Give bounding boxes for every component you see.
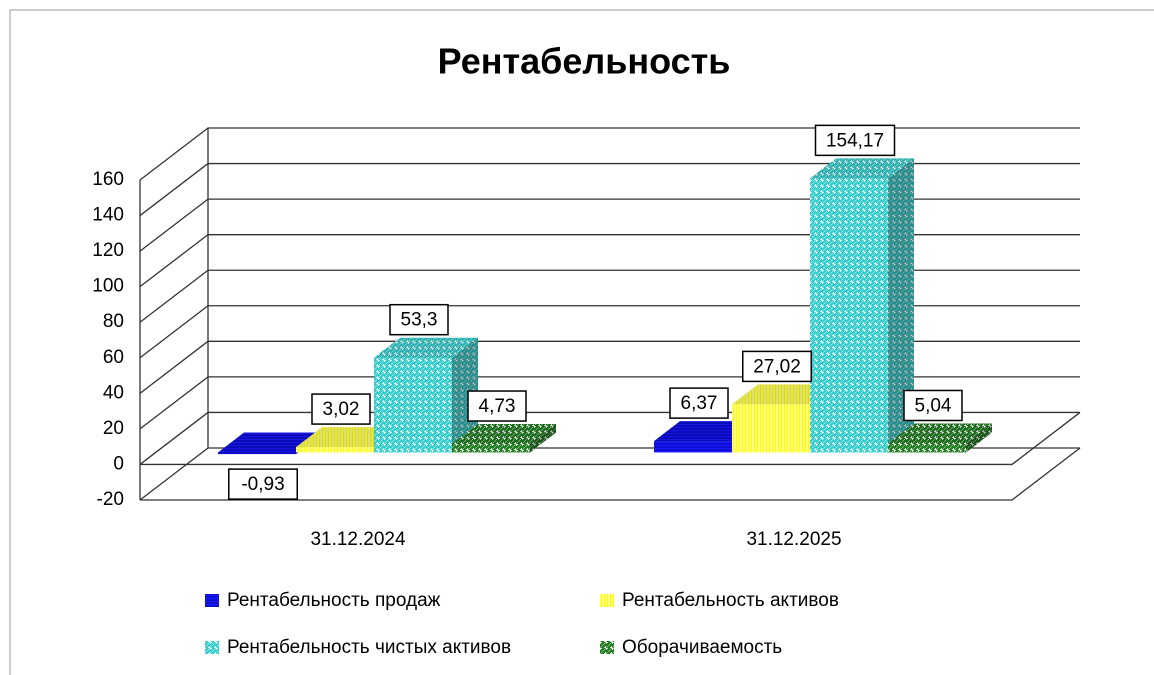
y-tick-label: 140 bbox=[92, 205, 124, 226]
chart-frame bbox=[9, 9, 1154, 675]
bar-side-shade bbox=[452, 337, 478, 453]
y-tick-label: 100 bbox=[92, 276, 124, 297]
value-label: 6,37 bbox=[681, 393, 718, 414]
bar-top bbox=[888, 423, 992, 444]
bar-top bbox=[374, 337, 478, 358]
bar-top-shade bbox=[452, 424, 556, 445]
legend-label: Рентабельность активов bbox=[622, 590, 839, 611]
legend-swatch bbox=[600, 594, 614, 607]
y-tick-label: 40 bbox=[103, 382, 124, 403]
grid-line bbox=[139, 162, 1080, 217]
value-label-box bbox=[903, 389, 963, 422]
value-label-box bbox=[228, 468, 298, 500]
legend-swatch bbox=[205, 594, 219, 607]
value-label-box bbox=[669, 387, 729, 419]
value-label: 154,17 bbox=[826, 130, 884, 151]
grid-line bbox=[139, 305, 1080, 359]
value-label-box bbox=[311, 393, 371, 425]
legend-swatch bbox=[205, 641, 219, 654]
legend-label: Оборачиваемость bbox=[622, 637, 782, 658]
value-label: 5,04 bbox=[915, 396, 952, 417]
grid-line bbox=[139, 269, 1080, 323]
bar-front bbox=[452, 444, 530, 453]
bar-front bbox=[732, 404, 810, 453]
x-tick-label: 31.12.2024 bbox=[310, 529, 406, 550]
legend-swatch bbox=[600, 641, 614, 654]
value-label-box bbox=[389, 303, 449, 336]
value-label: -0,93 bbox=[241, 474, 284, 495]
value-label: 3,02 bbox=[323, 399, 360, 420]
grid-line bbox=[139, 234, 1080, 288]
legend-label: Рентабельность чистых активов bbox=[227, 637, 511, 658]
y-tick-label: 160 bbox=[92, 169, 124, 190]
y-tick-label: -20 bbox=[97, 489, 124, 510]
bar-side-shade bbox=[966, 423, 992, 453]
bar-front bbox=[218, 452, 296, 455]
bar-side bbox=[530, 424, 556, 453]
bar-top-shade bbox=[888, 423, 992, 444]
bar-side bbox=[452, 337, 478, 453]
value-label: 4,73 bbox=[479, 396, 516, 417]
value-label: 27,02 bbox=[753, 356, 801, 377]
bar-top bbox=[452, 424, 556, 445]
bar-front bbox=[654, 441, 732, 453]
y-tick-label: 120 bbox=[92, 240, 124, 261]
value-label-box bbox=[467, 390, 527, 422]
side-wall bbox=[139, 128, 209, 500]
x-tick-label: 31.12.2025 bbox=[746, 529, 841, 550]
grid-line bbox=[139, 127, 1080, 181]
bar-front bbox=[888, 443, 966, 453]
y-tick-label: 0 bbox=[113, 453, 124, 474]
bar-top-shade bbox=[810, 158, 914, 179]
bar-side-shade bbox=[530, 424, 556, 453]
grid-line bbox=[139, 340, 1080, 394]
legend-label: Рентабельность продаж bbox=[227, 590, 441, 611]
y-tick-label: 20 bbox=[103, 418, 124, 439]
value-label-box bbox=[742, 350, 812, 383]
y-tick-label: 80 bbox=[103, 311, 124, 332]
bar-front bbox=[810, 178, 888, 453]
chart-title: Рентабельность bbox=[438, 41, 731, 82]
bar-top bbox=[810, 158, 914, 179]
bar-front bbox=[374, 357, 452, 453]
bar-front bbox=[296, 447, 374, 453]
grid-line bbox=[139, 198, 1080, 252]
y-tick-label: 60 bbox=[103, 347, 124, 368]
bar-side-shade bbox=[888, 158, 914, 453]
bar-side bbox=[966, 423, 992, 453]
bar-side bbox=[888, 158, 914, 453]
bar-top-shade bbox=[374, 337, 478, 358]
value-label: 53,3 bbox=[401, 310, 438, 331]
value-label-box bbox=[814, 124, 896, 157]
floor bbox=[140, 411, 1081, 501]
